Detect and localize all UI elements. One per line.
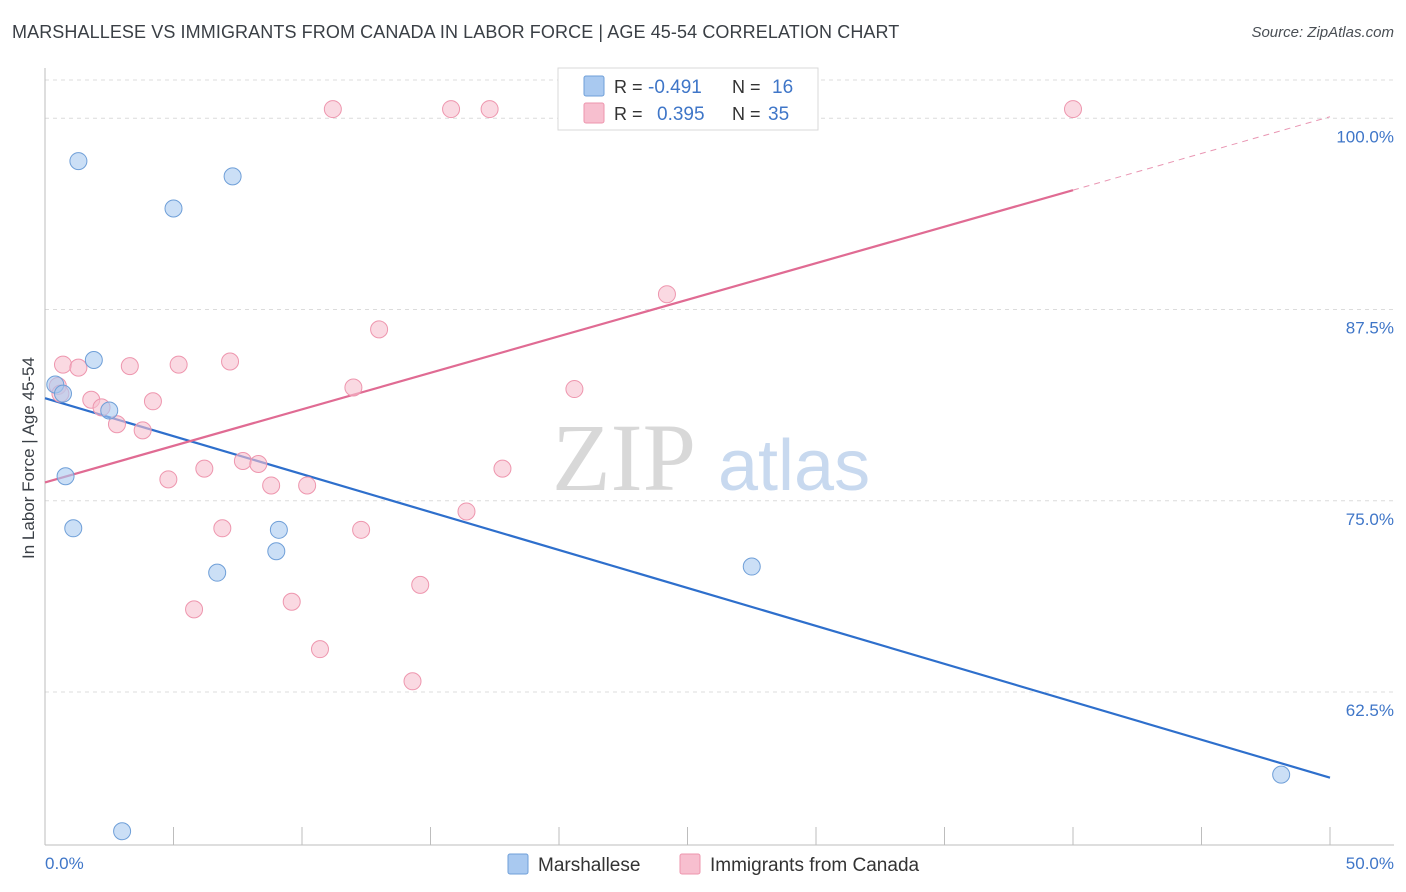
point-marshallese <box>208 563 227 582</box>
y-tick-label: 87.5% <box>1346 319 1394 338</box>
point-canada <box>442 100 461 119</box>
point-canada <box>69 358 88 377</box>
point-canada <box>107 415 126 434</box>
y-tick-label: 62.5% <box>1346 701 1394 720</box>
x-tick-label-max: 50.0% <box>1346 854 1394 873</box>
x-tick-label-min: 0.0% <box>45 854 84 873</box>
point-marshallese <box>164 199 183 218</box>
trend-line-extension-canada <box>1072 116 1331 191</box>
legend-n-value-2: 35 <box>768 104 789 125</box>
legend-swatch-marshallese <box>583 75 605 97</box>
point-canada <box>233 451 252 470</box>
point-marshallese <box>269 520 288 539</box>
axes <box>44 68 1394 846</box>
point-canada <box>657 285 676 304</box>
point-canada <box>213 519 232 538</box>
point-canada <box>310 640 329 659</box>
point-canada <box>169 355 188 374</box>
stats-legend: R = -0.491 N = 16 R = 0.395 N = 35 <box>557 67 819 131</box>
point-canada <box>480 100 499 119</box>
point-marshallese <box>113 822 132 841</box>
series-legend-label-canada: Immigrants from Canada <box>710 855 920 876</box>
point-canada <box>133 421 152 440</box>
trend-line-canada <box>44 189 1074 484</box>
y-tick-label: 75.0% <box>1346 510 1394 529</box>
point-canada <box>159 470 178 489</box>
point-marshallese <box>223 167 242 186</box>
y-axis-label: In Labor Force | Age 45-54 <box>19 357 38 559</box>
watermark: ZIP atlas <box>552 404 870 511</box>
point-marshallese <box>742 557 761 576</box>
legend-r-value-1: -0.491 <box>648 77 702 98</box>
point-marshallese <box>267 542 286 561</box>
point-marshallese <box>56 467 75 486</box>
y-tick-label: 100.0% <box>1336 127 1394 146</box>
point-canada <box>323 100 342 119</box>
y-tick-labels: 100.0% 87.5% 75.0% 62.5% <box>1336 127 1394 720</box>
point-canada <box>565 380 584 399</box>
source-credit: Source: ZipAtlas.com <box>1251 24 1394 41</box>
series-legend-swatch-canada <box>679 853 701 875</box>
point-canada <box>411 575 430 594</box>
watermark-atlas: atlas <box>718 426 870 506</box>
point-canada <box>370 320 389 339</box>
point-marshallese <box>100 401 119 420</box>
point-canada <box>143 392 162 411</box>
point-canada <box>344 378 363 397</box>
point-marshallese <box>64 519 83 538</box>
legend-r-label-1: R = <box>614 77 643 97</box>
point-canada <box>403 672 422 691</box>
point-canada <box>262 476 281 495</box>
x-tick-labels: 0.0% 50.0% <box>45 854 1394 873</box>
point-marshallese <box>69 152 88 171</box>
legend-n-label-2: N = <box>732 104 761 124</box>
legend-r-label-2: R = <box>614 104 643 124</box>
point-canada <box>352 520 371 539</box>
point-canada <box>298 476 317 495</box>
series-legend-label-marshallese: Marshallese <box>538 855 640 876</box>
legend-swatch-canada <box>583 102 605 124</box>
legend-n-value-1: 16 <box>772 77 793 98</box>
legend-r-value-2: 0.395 <box>657 104 705 125</box>
chart-title: MARSHALLESE VS IMMIGRANTS FROM CANADA IN… <box>12 22 900 42</box>
point-canada <box>120 357 139 376</box>
legend-n-label-1: N = <box>732 77 761 97</box>
point-canada <box>53 355 72 374</box>
point-marshallese <box>1272 765 1291 784</box>
point-marshallese <box>53 384 72 403</box>
point-canada <box>457 502 476 521</box>
point-canada <box>249 455 268 474</box>
watermark-zip: ZIP <box>552 404 696 511</box>
point-canada <box>1064 100 1082 119</box>
point-canada <box>493 459 512 478</box>
gridlines <box>45 79 1394 693</box>
data-points <box>46 100 1291 841</box>
point-marshallese <box>84 350 103 369</box>
series-legend: Marshallese Immigrants from Canada <box>507 853 920 876</box>
point-canada <box>282 592 301 611</box>
point-canada <box>195 459 214 478</box>
point-canada <box>221 352 240 371</box>
point-canada <box>185 600 204 619</box>
series-legend-swatch-marshallese <box>507 853 529 875</box>
